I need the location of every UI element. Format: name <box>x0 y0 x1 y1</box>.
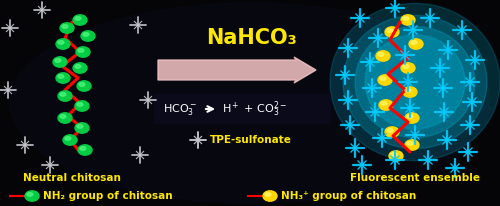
Ellipse shape <box>62 25 68 28</box>
Ellipse shape <box>75 65 81 68</box>
Ellipse shape <box>60 93 66 96</box>
Ellipse shape <box>73 15 87 25</box>
Ellipse shape <box>60 23 74 33</box>
Text: NH₃⁺ group of chitosan: NH₃⁺ group of chitosan <box>281 191 416 201</box>
Ellipse shape <box>55 59 61 62</box>
Ellipse shape <box>58 41 64 44</box>
Ellipse shape <box>380 77 386 80</box>
Ellipse shape <box>378 75 392 85</box>
Ellipse shape <box>355 27 475 137</box>
Ellipse shape <box>27 193 33 196</box>
Ellipse shape <box>403 87 417 97</box>
Ellipse shape <box>81 31 95 41</box>
Ellipse shape <box>10 3 490 203</box>
Ellipse shape <box>79 83 85 86</box>
Ellipse shape <box>401 63 415 73</box>
Ellipse shape <box>387 129 393 132</box>
Ellipse shape <box>58 75 64 78</box>
Ellipse shape <box>379 100 393 110</box>
Ellipse shape <box>53 57 67 67</box>
Ellipse shape <box>265 193 271 196</box>
Ellipse shape <box>407 142 413 145</box>
Ellipse shape <box>381 102 387 105</box>
Ellipse shape <box>73 63 87 73</box>
Ellipse shape <box>385 127 399 137</box>
Ellipse shape <box>75 101 89 111</box>
Ellipse shape <box>365 34 465 130</box>
Ellipse shape <box>389 151 403 161</box>
Ellipse shape <box>77 125 83 128</box>
Text: NaHCO₃: NaHCO₃ <box>206 28 298 48</box>
Ellipse shape <box>405 140 419 150</box>
Ellipse shape <box>75 17 81 20</box>
Ellipse shape <box>409 39 423 49</box>
Ellipse shape <box>330 3 500 161</box>
Ellipse shape <box>60 115 66 118</box>
Ellipse shape <box>365 36 465 128</box>
Ellipse shape <box>58 113 72 123</box>
Ellipse shape <box>403 17 409 20</box>
Text: HCO$_3^-$: HCO$_3^-$ <box>163 102 197 117</box>
Ellipse shape <box>378 53 384 56</box>
Ellipse shape <box>56 39 70 49</box>
Ellipse shape <box>56 73 70 83</box>
Ellipse shape <box>263 191 277 201</box>
Ellipse shape <box>391 153 397 156</box>
Ellipse shape <box>80 147 86 150</box>
Ellipse shape <box>63 135 77 145</box>
Ellipse shape <box>25 191 39 201</box>
Text: Fluorescent ensemble: Fluorescent ensemble <box>350 173 480 183</box>
Ellipse shape <box>83 33 89 36</box>
Text: Neutral chitosan: Neutral chitosan <box>23 173 121 183</box>
Ellipse shape <box>65 137 71 140</box>
Text: TPE-sulfonate: TPE-sulfonate <box>210 135 292 145</box>
Ellipse shape <box>78 49 84 52</box>
FancyArrow shape <box>158 57 316 83</box>
Text: H$^+$ + CO$_3^{2-}$: H$^+$ + CO$_3^{2-}$ <box>222 99 288 119</box>
Ellipse shape <box>405 89 411 92</box>
Ellipse shape <box>58 91 72 101</box>
Ellipse shape <box>343 15 487 149</box>
Ellipse shape <box>77 81 91 91</box>
Ellipse shape <box>411 41 417 44</box>
Ellipse shape <box>77 103 83 106</box>
Ellipse shape <box>401 15 415 25</box>
Ellipse shape <box>78 145 92 155</box>
FancyBboxPatch shape <box>154 94 331 124</box>
Ellipse shape <box>387 29 393 32</box>
Ellipse shape <box>385 27 399 37</box>
Ellipse shape <box>407 115 413 118</box>
Text: NH₂ group of chitosan: NH₂ group of chitosan <box>43 191 172 201</box>
Ellipse shape <box>376 51 390 61</box>
Ellipse shape <box>403 65 409 68</box>
Ellipse shape <box>75 123 89 133</box>
Ellipse shape <box>405 113 419 123</box>
Ellipse shape <box>76 47 90 57</box>
